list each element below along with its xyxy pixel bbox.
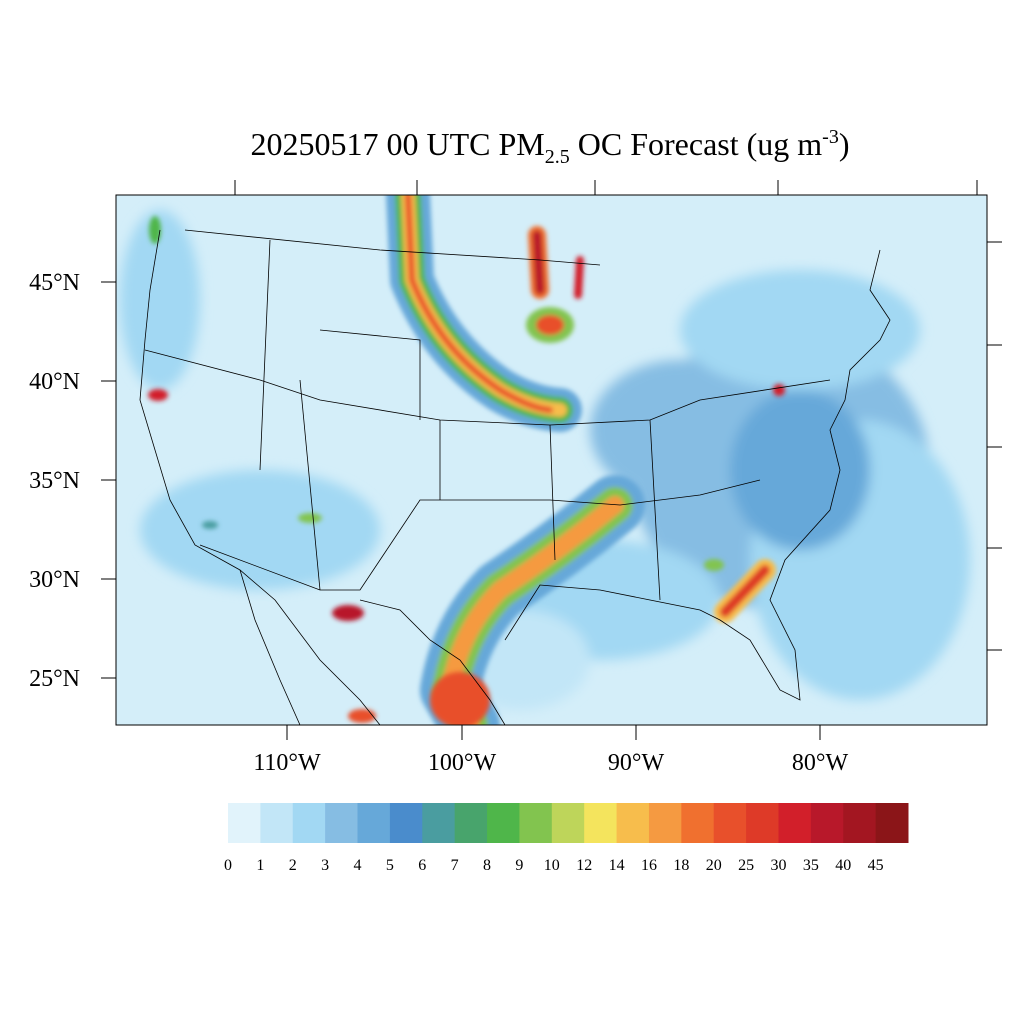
colorbar-label: 14	[609, 857, 625, 874]
frame-ticks	[101, 180, 1002, 740]
colorbar-box	[422, 803, 456, 843]
colorbar-box	[325, 803, 359, 843]
lon-label: 80°W	[792, 750, 849, 776]
colorbar-box	[810, 803, 844, 843]
colorbar-label: 4	[354, 857, 362, 874]
title: 20250517 00 UTC PM2.5 OC Forecast (ug m-…	[251, 126, 850, 168]
colorbar-label: 2	[289, 857, 297, 874]
colorbar-label: 30	[770, 857, 786, 874]
colorbar-label: 9	[515, 857, 523, 874]
colorbar-label: 35	[803, 857, 819, 874]
lat-label: 30°N	[29, 567, 80, 593]
colorbar-box	[292, 803, 326, 843]
lat-label: 45°N	[29, 270, 80, 296]
colorbar-box	[357, 803, 391, 843]
lon-label: 100°W	[428, 750, 497, 776]
colorbar-label: 16	[641, 857, 657, 874]
lon-label: 110°W	[253, 750, 321, 776]
colorbar-label: 0	[224, 857, 232, 874]
colorbar-box	[454, 803, 488, 843]
field	[116, 195, 987, 725]
colorbar-box	[260, 803, 294, 843]
colorbar-box	[551, 803, 585, 843]
colorbar-label: 25	[738, 857, 754, 874]
colorbar-box	[228, 803, 261, 843]
colorbar-box	[778, 803, 812, 843]
colorbar-box	[389, 803, 423, 843]
colorbar-box	[616, 803, 650, 843]
colorbar-label: 20	[706, 857, 722, 874]
colorbar-label: 5	[386, 857, 394, 874]
colorbar-box	[648, 803, 682, 843]
lat-label: 35°N	[29, 468, 80, 494]
colorbar-label: 40	[835, 857, 851, 874]
colorbar-label: 45	[868, 857, 884, 874]
colorbar-label: 12	[576, 857, 592, 874]
colorbar-box	[843, 803, 877, 843]
colorbar-box	[746, 803, 779, 843]
colorbar-box	[681, 803, 715, 843]
plumes	[386, 195, 776, 725]
lat-label: 40°N	[29, 369, 80, 395]
lon-label: 90°W	[608, 750, 665, 776]
colorbar-label: 1	[256, 857, 264, 874]
colorbar-label: 6	[418, 857, 426, 874]
colorbar-label: 3	[321, 857, 329, 874]
map-frame	[115, 194, 988, 726]
colorbar-label: 7	[451, 857, 459, 874]
colorbar-label: 10	[544, 857, 560, 874]
colorbar-label: 18	[673, 857, 689, 874]
colorbar-box	[519, 803, 553, 843]
colorbar-box	[875, 803, 909, 843]
lat-label: 25°N	[29, 666, 80, 692]
coastlines	[139, 229, 891, 725]
colorbar-box	[487, 803, 520, 843]
hotspots	[148, 216, 785, 725]
colorbar-label: 8	[483, 857, 491, 874]
colorbar-box	[584, 803, 618, 843]
colorbar-box	[713, 803, 747, 843]
